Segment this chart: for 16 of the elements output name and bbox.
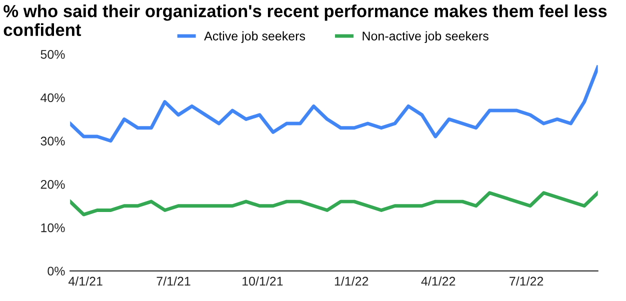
legend-label: Active job seekers (204, 31, 306, 43)
line-series (70, 191, 598, 216)
x-tick-label: 7/1/22 (510, 276, 544, 286)
x-tick-label: 4/1/21 (68, 276, 102, 286)
line-series (70, 65, 598, 143)
x-tick-label: 10/1/21 (242, 276, 283, 286)
x-tick-label: 1/1/22 (334, 276, 368, 286)
y-tick-label: 20% (40, 180, 65, 189)
y-tick-label: 0% (48, 266, 65, 276)
y-tick-label: 10% (41, 223, 65, 232)
x-tick-label: 4/1/22 (421, 276, 456, 286)
y-tick-label: 40% (40, 93, 65, 102)
x-tick-label: 7/1/21 (156, 276, 190, 286)
legend-label: Non-active job seekers (362, 31, 488, 43)
y-tick-label: 50% (40, 50, 65, 59)
y-tick-label: 30% (40, 136, 65, 146)
